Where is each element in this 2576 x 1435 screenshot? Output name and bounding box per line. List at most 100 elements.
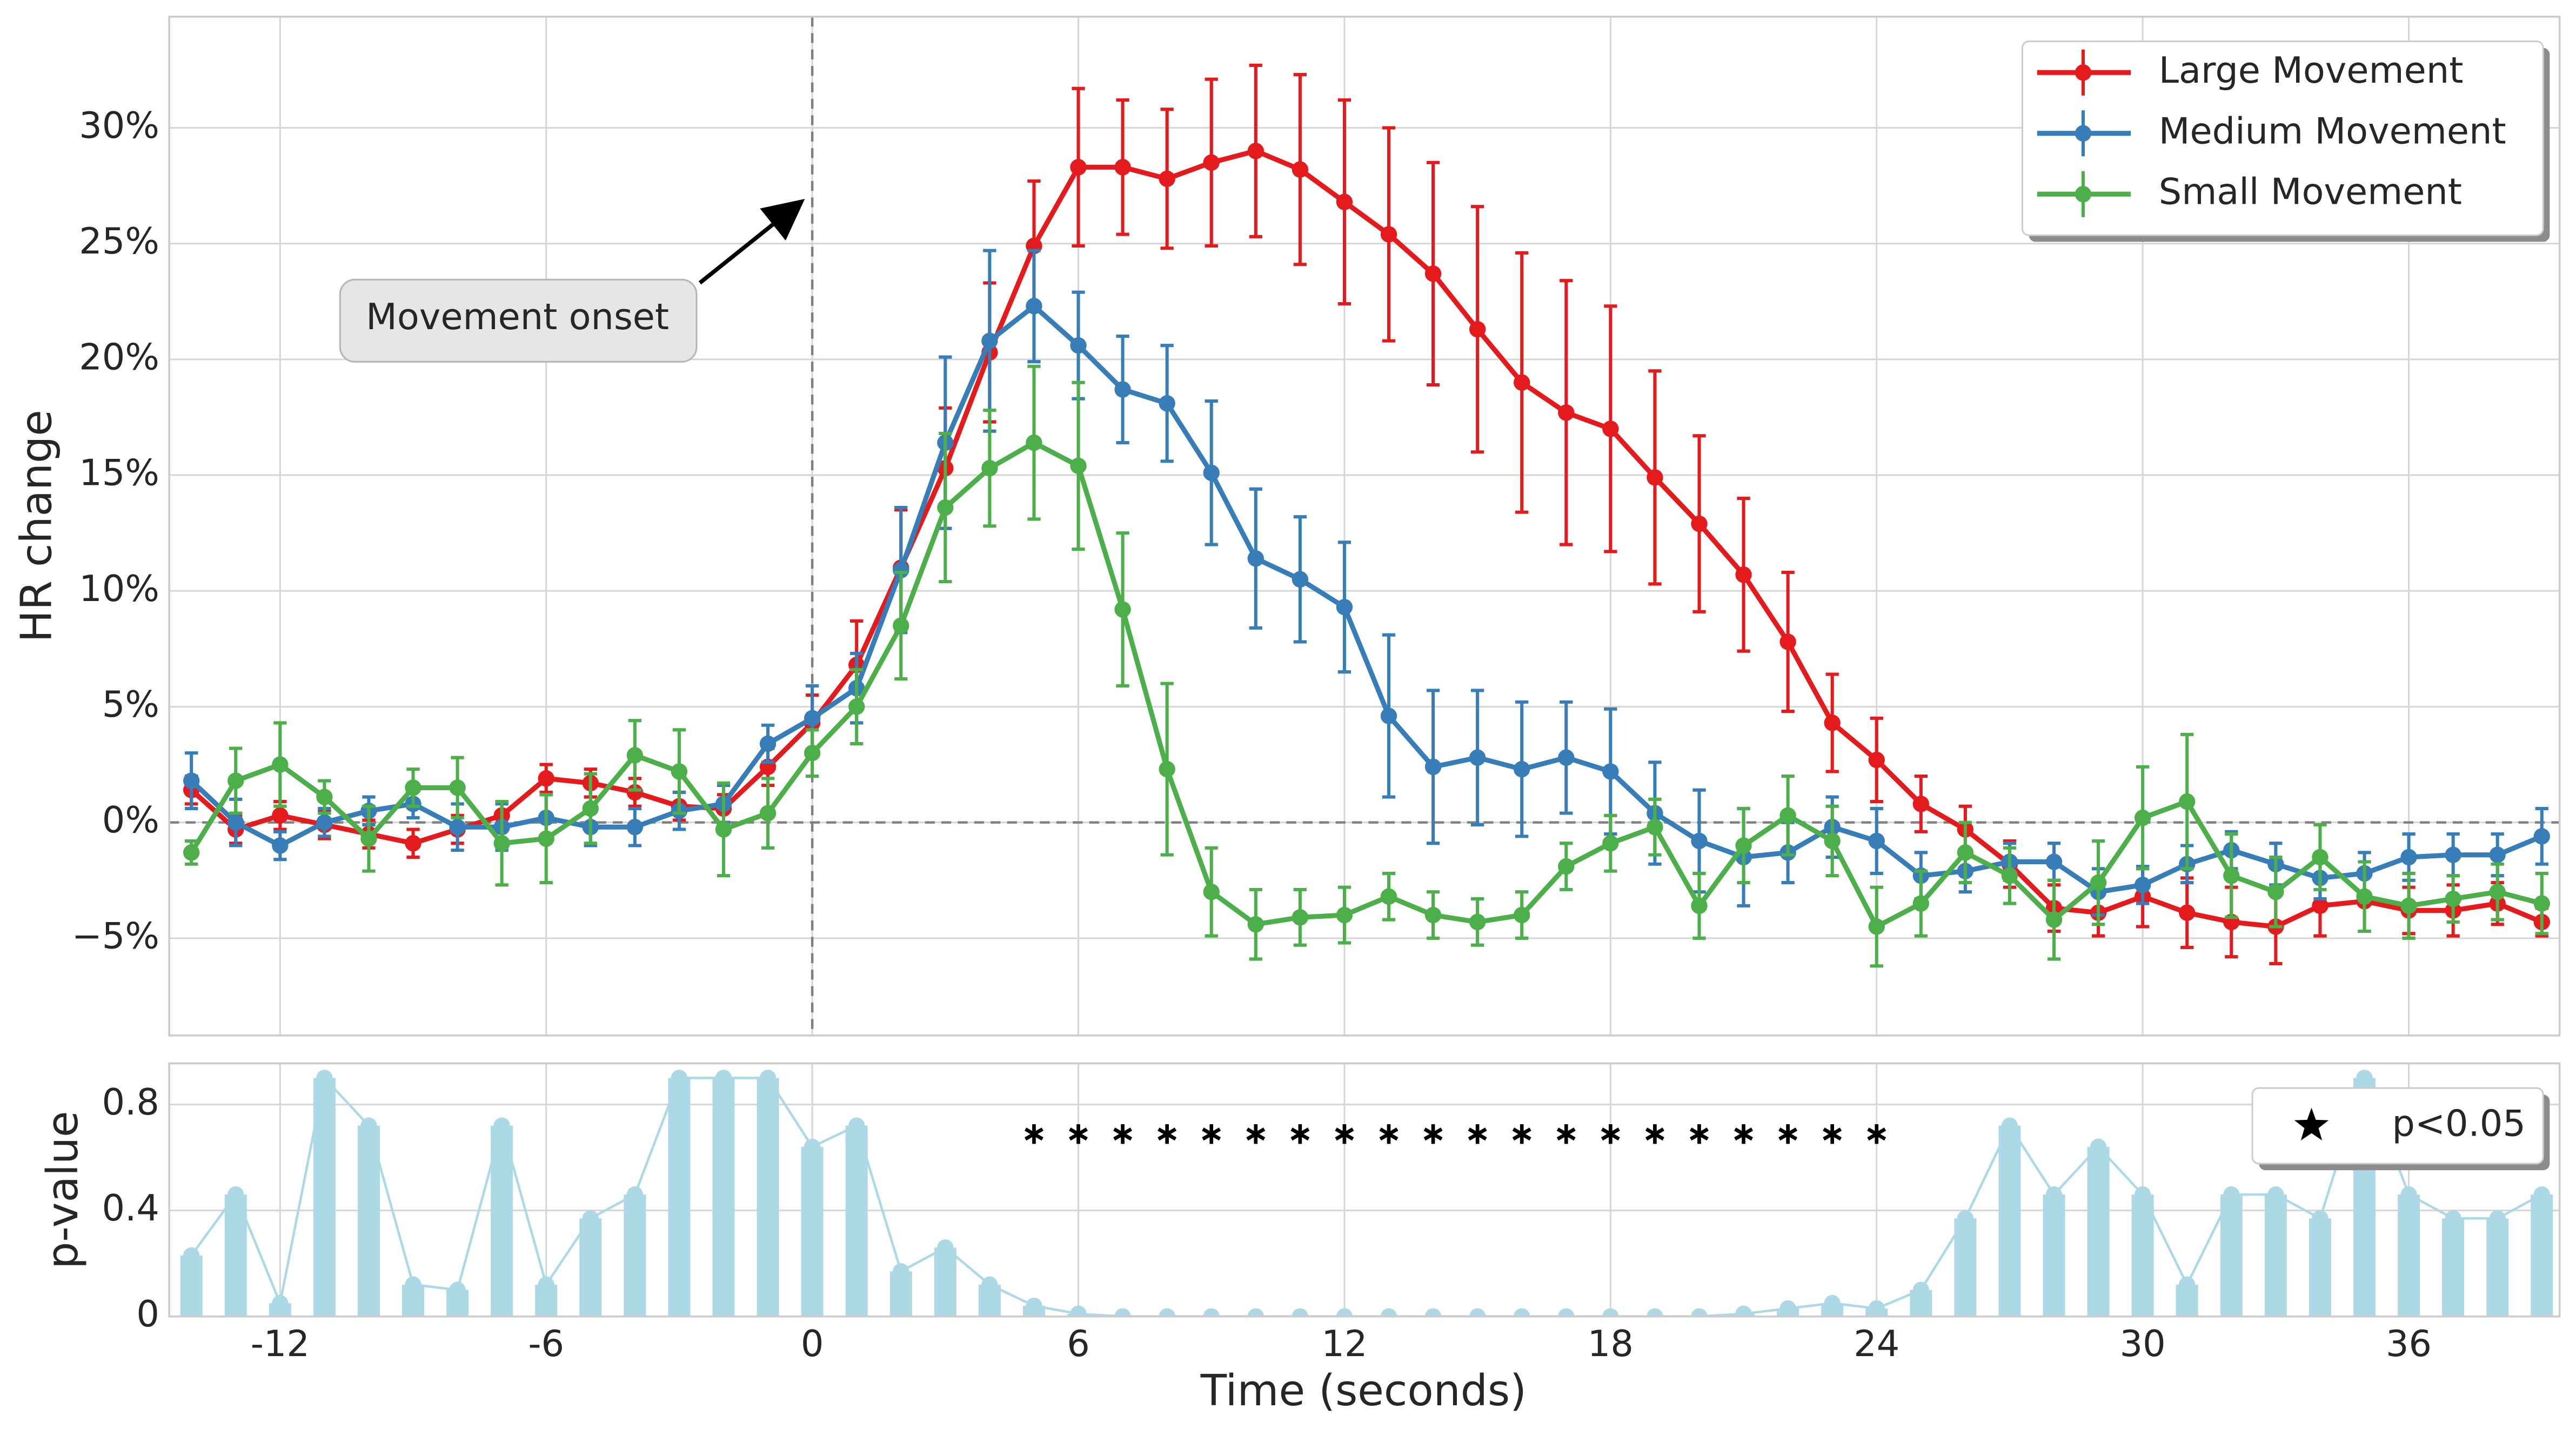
bar-point: [1114, 1308, 1131, 1317]
data-point: [1647, 469, 1663, 486]
bar-point: [2045, 1186, 2063, 1203]
bar-point: [1868, 1300, 1885, 1317]
bar: [2531, 1194, 2553, 1317]
data-point: [1114, 381, 1131, 398]
bar: [845, 1125, 868, 1317]
star-stroke: [1290, 1127, 1310, 1141]
data-point: [2134, 809, 2151, 826]
bar-point: [2489, 1210, 2506, 1227]
data-point: [759, 805, 777, 822]
legend-marker: [2075, 125, 2092, 142]
data-point: [1647, 819, 1663, 836]
bar-point: [405, 1276, 421, 1293]
bar-point: [1824, 1294, 1841, 1312]
bar-point: [1424, 1308, 1442, 1317]
x-tick-label: -6: [528, 1323, 564, 1365]
bar-point: [449, 1282, 466, 1298]
bar: [624, 1194, 646, 1317]
bar-point: [2090, 1138, 2107, 1156]
data-point: [1203, 154, 1220, 171]
legend-marker: [2075, 186, 2092, 203]
bar: [712, 1078, 735, 1317]
significance-star: [1113, 1124, 1133, 1144]
bar-point: [1514, 1308, 1530, 1317]
bar-point: [582, 1210, 599, 1227]
bar-point: [2223, 1186, 2240, 1203]
significance-star: [1778, 1124, 1798, 1144]
bar-point: [1203, 1308, 1220, 1317]
data-point: [1292, 571, 1309, 588]
y-tick-label: 20%: [79, 336, 159, 378]
data-point: [2400, 849, 2417, 866]
data-point: [1247, 143, 1264, 159]
significance-star: [1601, 1124, 1620, 1144]
bar: [180, 1255, 203, 1317]
y-tick-label: 15%: [79, 452, 159, 494]
y-tick-label: 0: [136, 1293, 159, 1335]
plot-background: [169, 1063, 2560, 1317]
data-point: [2533, 828, 2550, 845]
bar: [2220, 1194, 2243, 1317]
data-point: [2134, 877, 2151, 893]
plot-area: [169, 16, 2560, 1036]
significance-star: [1024, 1124, 1043, 1144]
data-point: [272, 756, 289, 773]
star-stroke: [1335, 1127, 1354, 1141]
data-point: [715, 821, 732, 838]
data-point: [2179, 904, 2196, 921]
data-point: [2312, 897, 2329, 915]
bar-point: [759, 1070, 777, 1086]
star-stroke: [1468, 1127, 1487, 1141]
plot-frame: [168, 1062, 2561, 1318]
bar: [2486, 1218, 2509, 1317]
data-point: [671, 763, 688, 780]
bar-point: [2445, 1210, 2461, 1227]
data-point: [316, 814, 333, 831]
data-point: [2533, 895, 2550, 912]
bar-point: [2356, 1070, 2373, 1086]
bar-point: [1159, 1308, 1175, 1317]
significance-star: [1823, 1124, 1842, 1144]
bar: [2043, 1194, 2065, 1317]
bar: [934, 1247, 956, 1317]
data-point: [1070, 457, 1087, 475]
significance-star: [1556, 1124, 1576, 1144]
significance-star: [1157, 1124, 1177, 1144]
star-stroke: [1778, 1127, 1798, 1141]
y-tick-label: 25%: [79, 220, 159, 262]
annotation-box: [339, 278, 698, 363]
star-stroke: [1512, 1127, 1531, 1141]
data-point: [1691, 897, 1708, 915]
data-point: [1779, 807, 1796, 824]
data-point: [626, 784, 644, 801]
data-point: [1336, 599, 1353, 616]
data-point: [981, 460, 998, 477]
data-point: [2045, 853, 2063, 870]
star-stroke: [1645, 1127, 1664, 1141]
data-point: [449, 779, 466, 796]
y-axis-label: HR change: [11, 410, 61, 642]
data-point: [2267, 883, 2284, 900]
data-point: [1514, 374, 1530, 391]
bar-point: [2533, 1186, 2550, 1203]
bar: [1998, 1125, 2021, 1317]
data-point: [2090, 874, 2107, 891]
data-point: [272, 837, 289, 854]
data-point: [937, 499, 954, 516]
data-point: [449, 819, 466, 836]
bar-point: [1026, 1297, 1042, 1314]
bar-point: [1070, 1305, 1087, 1317]
data-point: [2489, 883, 2506, 900]
star-stroke: [1823, 1127, 1842, 1141]
significance-star: [1734, 1124, 1754, 1144]
data-point: [1691, 832, 1708, 850]
data-point: [1558, 404, 1575, 421]
bar: [579, 1218, 602, 1317]
star-stroke: [1867, 1127, 1886, 1141]
bar-point: [626, 1186, 644, 1203]
data-point: [1602, 763, 1619, 780]
bar-point: [1558, 1308, 1575, 1317]
data-point: [1026, 298, 1042, 315]
star-stroke: [1157, 1127, 1177, 1141]
